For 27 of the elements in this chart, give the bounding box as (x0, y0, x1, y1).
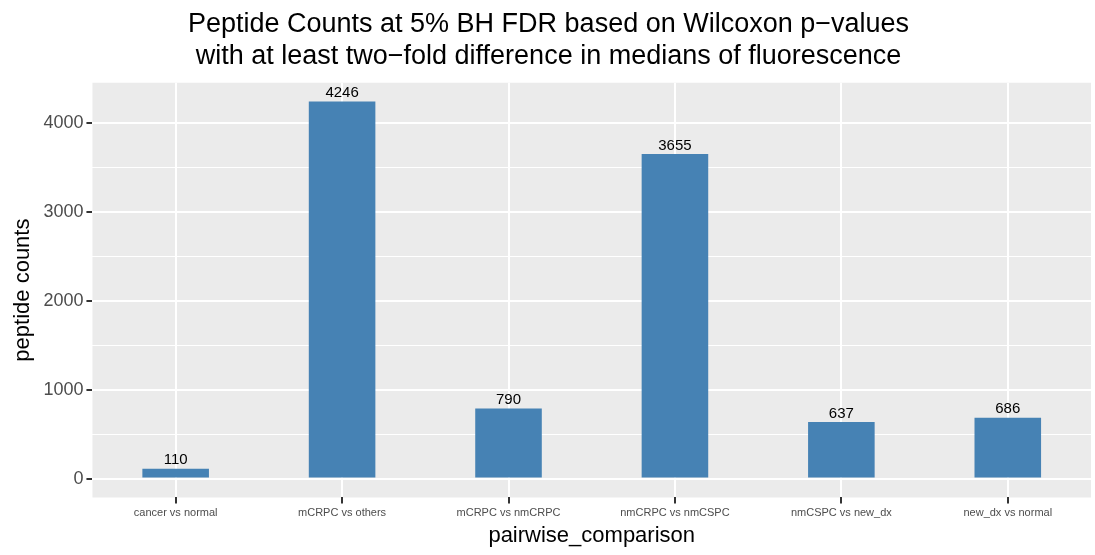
text: Peptide Counts at 5% BH FDR based on Wilcoxon p−values (187, 7, 910, 38)
data-label: 637 (828, 403, 854, 421)
x-tick-label: new_dx vs normal (963, 506, 1053, 519)
y-tick-label: 4000 (43, 112, 84, 133)
bar (142, 468, 209, 478)
bar (808, 422, 875, 478)
y-tick-label: 3000 (43, 201, 84, 222)
y-tick-label: 2000 (43, 289, 84, 310)
bar (475, 408, 542, 478)
data-label: 4246 (325, 83, 359, 101)
y-tick-label: 0 (73, 467, 84, 488)
x-tick-label: nmCSPC vs new_dx (790, 506, 893, 519)
x-tick-label: nmCRPC vs nmCSPC (620, 506, 730, 519)
y-axis-title: peptide counts (9, 218, 35, 362)
data-label: 110 (163, 450, 188, 468)
bar (308, 101, 376, 478)
x-tick-label: mCRPC vs nmCRPC (456, 506, 561, 519)
data-label: 686 (995, 399, 1021, 417)
data-label: 790 (495, 390, 522, 408)
x-axis-title: pairwise_comparison (488, 521, 696, 547)
data-label: 3655 (658, 135, 692, 153)
y-tick-label: 1000 (43, 378, 84, 399)
x-tick-label: cancer vs normal (133, 506, 218, 519)
x-tick-label: mCRPC vs others (298, 506, 387, 519)
bar (641, 154, 709, 478)
bar (974, 417, 1042, 478)
text: with at least two−fold difference in medians of fluorescence (195, 40, 902, 71)
